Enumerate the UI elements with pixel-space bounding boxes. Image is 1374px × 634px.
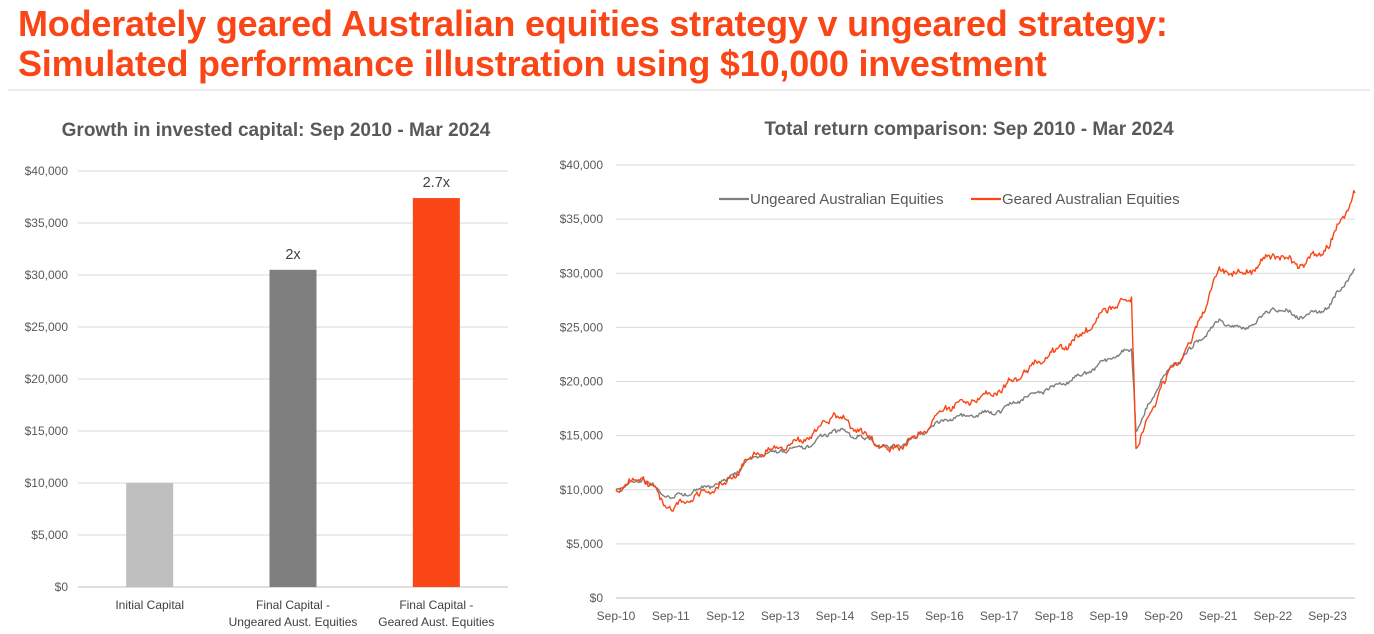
line-y-tick-label: $40,000 bbox=[560, 158, 604, 172]
line-x-tick-label: Sep-21 bbox=[1199, 609, 1238, 623]
series-line bbox=[615, 268, 1356, 500]
line-chart-title: Total return comparison: Sep 2010 - Mar … bbox=[764, 119, 1174, 140]
line-x-tick-label: Sep-15 bbox=[870, 609, 909, 623]
bar-category-label: Ungeared Aust. Equities bbox=[229, 615, 358, 629]
bar-category-label: Initial Capital bbox=[115, 598, 184, 612]
bar-y-tick-label: $20,000 bbox=[25, 372, 69, 386]
bar-chart-title: Growth in invested capital: Sep 2010 - M… bbox=[62, 120, 491, 141]
line-x-tick-label: Sep-11 bbox=[652, 609, 690, 623]
line-x-tick-label: Sep-22 bbox=[1254, 609, 1293, 623]
bar-y-tick-label: $5,000 bbox=[31, 528, 68, 542]
line-chart-series bbox=[615, 189, 1356, 512]
legend-label: Ungeared Australian Equities bbox=[750, 191, 943, 208]
bar-y-tick-label: $25,000 bbox=[25, 320, 69, 334]
bar-chart-bars bbox=[126, 198, 460, 588]
line-y-tick-label: $20,000 bbox=[560, 375, 604, 389]
bar-y-tick-label: $30,000 bbox=[25, 268, 69, 282]
line-y-tick-label: $10,000 bbox=[560, 483, 604, 497]
bar-chart: Growth in invested capital: Sep 2010 - M… bbox=[25, 120, 508, 629]
line-y-tick-label: $35,000 bbox=[560, 212, 604, 226]
bar-y-tick-label: $35,000 bbox=[25, 216, 69, 230]
title-line-2: Simulated performance illustration using… bbox=[18, 43, 1047, 84]
legend-label: Geared Australian Equities bbox=[1002, 191, 1180, 208]
page-title: Moderately geared Australian equities st… bbox=[18, 4, 1168, 84]
line-chart-legend: Ungeared Australian Equities Geared Austr… bbox=[719, 191, 1180, 208]
bar-chart-y-axis: $0 $5,000 $10,000 $15,000 $20,000 $25,000 $30,… bbox=[25, 164, 69, 594]
bar-y-tick-label: $10,000 bbox=[25, 476, 69, 490]
line-x-tick-label: Sep-19 bbox=[1089, 609, 1128, 623]
line-y-tick-label: $5,000 bbox=[566, 537, 603, 551]
bar bbox=[269, 269, 317, 587]
line-y-tick-label: $25,000 bbox=[560, 320, 604, 334]
bar-category-label: Final Capital - bbox=[256, 598, 330, 612]
bar bbox=[126, 483, 174, 587]
bar-data-label: 2.7x bbox=[423, 175, 451, 191]
line-chart-y-axis: $0 $5,000 $10,000 $15,000 $20,000 $25,000 $30,… bbox=[560, 158, 604, 605]
line-x-tick-label: Sep-20 bbox=[1144, 609, 1183, 623]
bar-y-tick-label: $0 bbox=[55, 580, 69, 594]
title-line-1: Moderately geared Australian equities st… bbox=[18, 3, 1168, 44]
line-x-tick-label: Sep-10 bbox=[597, 609, 636, 623]
line-x-tick-label: Sep-13 bbox=[761, 609, 800, 623]
line-x-tick-label: Sep-18 bbox=[1035, 609, 1074, 623]
line-chart-x-axis: Sep-10 Sep-11 Sep-12 Sep-13 Sep-14 Sep-15 Sep-… bbox=[597, 609, 1348, 623]
line-x-tick-label: Sep-23 bbox=[1308, 609, 1347, 623]
bar-y-tick-label: $15,000 bbox=[25, 424, 69, 438]
line-chart-gridlines bbox=[616, 164, 1355, 599]
line-y-tick-label: $0 bbox=[590, 591, 604, 605]
line-y-tick-label: $15,000 bbox=[560, 429, 604, 443]
bar-y-tick-label: $40,000 bbox=[25, 164, 69, 178]
line-x-tick-label: Sep-17 bbox=[980, 609, 1019, 623]
line-x-tick-label: Sep-16 bbox=[925, 609, 964, 623]
bar-chart-data-labels: 2x 2.7x bbox=[285, 175, 450, 263]
series-line bbox=[615, 189, 1356, 512]
line-x-tick-label: Sep-12 bbox=[706, 609, 745, 623]
line-x-tick-label: Sep-14 bbox=[816, 609, 855, 623]
bar-category-label: Final Capital - bbox=[399, 598, 473, 612]
line-y-tick-label: $30,000 bbox=[560, 266, 604, 280]
bar-category-label: Geared Aust. Equities bbox=[378, 615, 494, 629]
bar-data-label: 2x bbox=[285, 247, 301, 263]
bar-chart-x-axis: Initial Capital Final Capital - Ungeared A… bbox=[115, 598, 494, 629]
title-divider bbox=[8, 89, 1370, 91]
bar bbox=[412, 198, 460, 588]
